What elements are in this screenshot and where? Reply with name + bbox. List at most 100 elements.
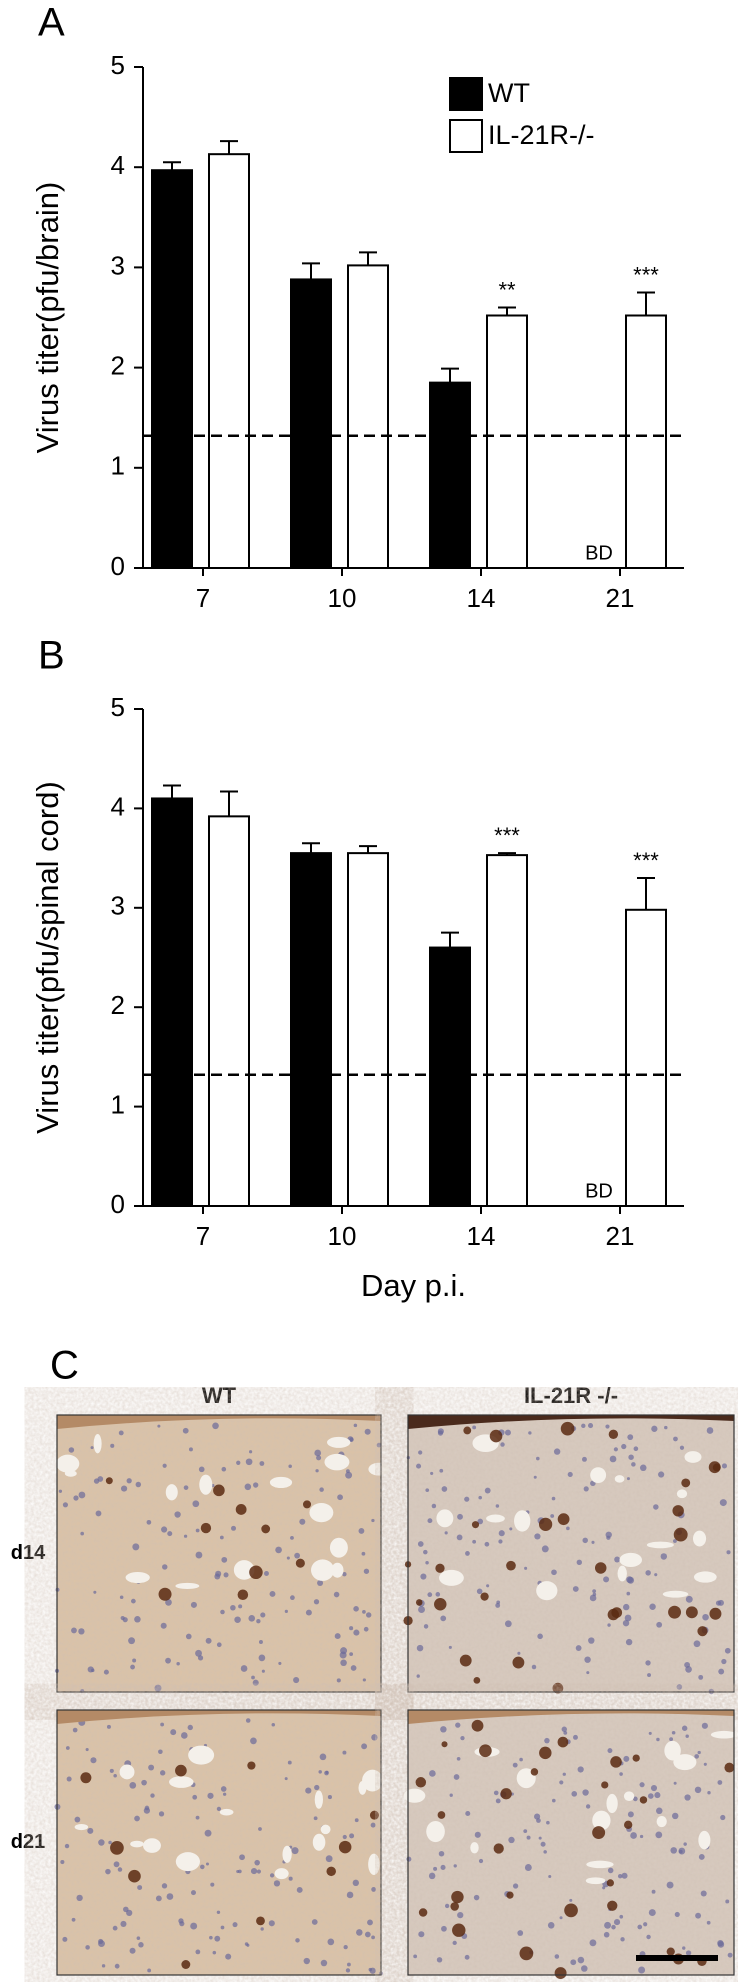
nucleus — [535, 1456, 540, 1461]
stained-cell — [624, 1820, 633, 1830]
nucleus — [160, 1770, 166, 1776]
nucleus — [249, 1450, 253, 1454]
nucleus — [607, 1623, 611, 1627]
nucleus — [719, 1499, 727, 1507]
nucleus — [336, 1678, 341, 1683]
nucleus — [452, 1940, 457, 1946]
nucleus — [160, 1622, 167, 1629]
vacuole — [368, 1462, 390, 1476]
nucleus — [353, 1423, 358, 1428]
nucleus — [674, 1911, 680, 1917]
nucleus — [232, 1922, 238, 1928]
nucleus — [258, 1640, 263, 1645]
y-axis-label: Virus titer(pfu/brain) — [30, 182, 65, 454]
significance-label: *** — [633, 848, 659, 873]
nucleus — [74, 1816, 81, 1823]
nucleus — [222, 1792, 227, 1796]
nucleus — [457, 1912, 464, 1919]
vacuole — [673, 1754, 697, 1771]
x-tick-label: 7 — [196, 1221, 210, 1251]
nucleus — [345, 1471, 353, 1479]
nucleus — [340, 1647, 348, 1655]
value-label: BD — [585, 1180, 613, 1202]
nucleus — [438, 1850, 445, 1857]
nucleus — [110, 1443, 115, 1448]
nucleus — [609, 1455, 617, 1463]
nucleus — [216, 1642, 222, 1648]
nucleus — [73, 1495, 79, 1501]
nucleus — [367, 1919, 373, 1926]
nucleus — [550, 1514, 555, 1518]
column-label: WT — [202, 1383, 237, 1408]
nucleus — [477, 1518, 484, 1525]
nucleus — [512, 1762, 518, 1768]
nucleus — [472, 1539, 477, 1544]
nucleus — [288, 1464, 292, 1469]
nucleus — [456, 1756, 461, 1761]
nucleus — [706, 1427, 714, 1434]
panel-label: B — [38, 634, 65, 678]
nucleus — [205, 1637, 212, 1644]
nucleus — [369, 1967, 376, 1974]
micrograph-frame — [407, 1414, 735, 1693]
nucleus — [254, 1859, 260, 1866]
nucleus — [646, 1934, 651, 1940]
stained-cell — [538, 1517, 553, 1531]
nucleus — [453, 1774, 460, 1780]
nucleus — [234, 1616, 241, 1623]
nucleus — [251, 1675, 255, 1680]
nucleus — [435, 1592, 441, 1597]
nucleus — [284, 1777, 288, 1781]
nucleus — [651, 1425, 658, 1432]
micrograph — [403, 1709, 738, 1980]
stained-cell — [249, 1565, 263, 1580]
nucleus — [512, 1883, 519, 1889]
nucleus — [105, 1868, 111, 1875]
nucleus — [537, 1633, 543, 1640]
nucleus — [650, 1784, 658, 1792]
nucleus — [484, 1541, 490, 1547]
nucleus — [614, 1556, 621, 1563]
stained-cell — [237, 1589, 249, 1601]
x-axis-label: Day p.i. — [361, 1268, 466, 1303]
nucleus — [287, 1760, 292, 1765]
stained-cell — [530, 1768, 539, 1776]
nucleus — [627, 1434, 634, 1441]
y-axis-label: Virus titer(pfu/spinal cord) — [30, 781, 65, 1134]
nucleus — [413, 1954, 418, 1959]
column-label: IL-21R -/- — [524, 1383, 618, 1408]
micrograph-frame — [56, 1709, 382, 1976]
nucleus — [500, 1442, 505, 1447]
nucleus — [685, 1734, 689, 1738]
stained-cell — [435, 1563, 445, 1573]
vacuole — [310, 1559, 335, 1581]
nucleus — [269, 1873, 275, 1878]
nucleus — [727, 1952, 733, 1958]
nucleus — [62, 1936, 68, 1942]
stained-cell — [110, 1841, 124, 1855]
nucleus — [364, 1931, 371, 1938]
nucleus — [694, 1786, 702, 1794]
nucleus — [132, 1658, 137, 1663]
nucleus — [354, 1818, 359, 1823]
stained-cell — [247, 1761, 256, 1770]
nucleus — [720, 1814, 726, 1821]
vacuole — [269, 1476, 293, 1489]
nucleus — [195, 1815, 200, 1820]
nucleus — [244, 1483, 252, 1491]
nucleus — [623, 1603, 630, 1611]
nucleus — [698, 1674, 704, 1680]
nucleus — [472, 1425, 477, 1430]
nucleus — [517, 1930, 524, 1936]
nucleus — [541, 1545, 549, 1553]
nucleus — [546, 1820, 550, 1825]
nucleus — [637, 1924, 643, 1930]
nucleus — [182, 1427, 189, 1434]
bar — [486, 854, 528, 1207]
nucleus — [656, 1737, 660, 1742]
nucleus — [238, 1604, 243, 1609]
nucleus — [225, 1953, 232, 1960]
nucleus — [85, 1945, 90, 1950]
nucleus — [311, 1919, 318, 1925]
nucleus — [333, 1591, 340, 1598]
